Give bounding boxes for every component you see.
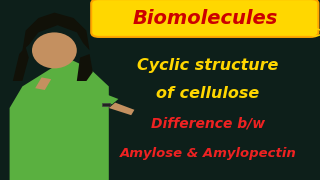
Ellipse shape (32, 32, 77, 68)
FancyBboxPatch shape (91, 0, 318, 37)
Polygon shape (13, 47, 29, 81)
Polygon shape (10, 59, 109, 180)
Polygon shape (22, 13, 90, 50)
Text: Amylose & Amylopectin: Amylose & Amylopectin (120, 147, 296, 160)
Text: Difference b/w: Difference b/w (151, 116, 265, 130)
Polygon shape (77, 54, 93, 81)
Polygon shape (35, 77, 51, 90)
Text: Cyclic structure: Cyclic structure (137, 58, 279, 73)
Polygon shape (109, 103, 134, 115)
Bar (102, 103, 110, 106)
Text: of cellulose: of cellulose (156, 86, 260, 101)
Polygon shape (58, 79, 118, 104)
Text: Biomolecules: Biomolecules (132, 8, 277, 28)
